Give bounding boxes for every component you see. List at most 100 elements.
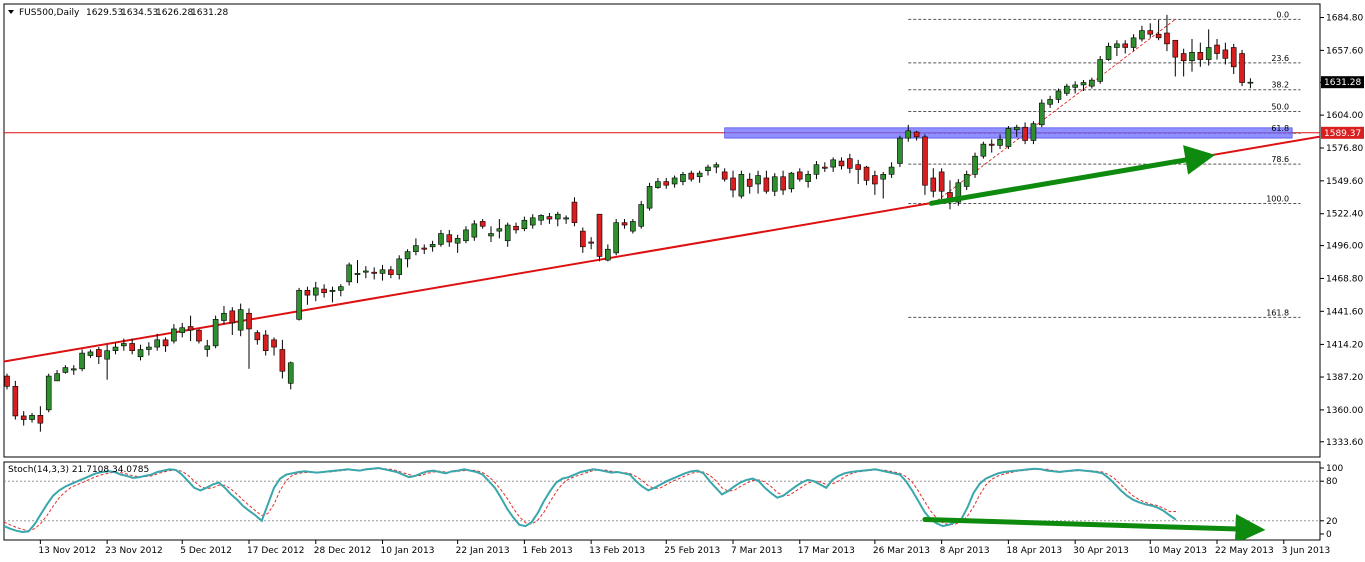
candle-body — [79, 352, 85, 370]
price-tick-label: 1496.00 — [1326, 242, 1363, 252]
candle — [1022, 122, 1028, 145]
candle — [613, 219, 619, 256]
candle-body — [1164, 32, 1170, 45]
candle — [471, 220, 478, 241]
candle-body — [354, 273, 361, 275]
candle-body — [329, 289, 336, 292]
candle — [688, 170, 695, 182]
stochastic-tick-label: 20 — [1326, 517, 1338, 527]
time-tick-label: 10 Jan 2013 — [381, 546, 435, 556]
candle-body — [1222, 49, 1229, 59]
candle-body — [1030, 123, 1037, 141]
candle-body — [438, 233, 444, 245]
candle-body — [613, 222, 619, 254]
candle-body — [897, 137, 903, 164]
candle — [1214, 39, 1220, 60]
candle — [913, 130, 920, 141]
candle — [112, 342, 119, 355]
trend-arrow — [928, 145, 1216, 206]
candle — [321, 284, 327, 298]
candle — [980, 141, 987, 159]
candle-body — [1247, 81, 1254, 84]
fib-level-label: 0.0 — [1276, 10, 1289, 19]
candle-body — [504, 224, 511, 242]
candle-body — [1230, 47, 1237, 68]
candle-body — [638, 204, 645, 227]
chevron-down-icon[interactable] — [8, 10, 14, 14]
price-tick-label: 1360.00 — [1326, 406, 1363, 416]
stochastic-arrow — [922, 513, 1266, 540]
candle — [171, 324, 177, 344]
candle — [938, 168, 945, 201]
price-tick-label: 1684.80 — [1326, 14, 1363, 24]
candle — [296, 287, 302, 321]
candle-body — [571, 201, 578, 223]
time-tick-label: 18 Apr 2013 — [1006, 546, 1062, 556]
candle — [1089, 77, 1095, 89]
stochastic-panel — [3, 461, 1321, 541]
fib-level-label: 61.8 — [1271, 124, 1289, 133]
candle-body — [146, 346, 152, 350]
chart-header[interactable]: FUS500,Daily 1629.53 1634.53 1626.28 163… — [8, 8, 228, 18]
candle-body — [1180, 53, 1187, 62]
candle-body — [872, 175, 878, 185]
candle-body — [988, 143, 995, 146]
candle-body — [822, 166, 828, 169]
candle-body — [196, 329, 202, 342]
candle-body — [1064, 85, 1070, 94]
candle — [354, 260, 361, 284]
candle-body — [838, 160, 845, 167]
candle — [20, 411, 27, 426]
candle-body — [888, 166, 895, 175]
candle — [37, 406, 44, 432]
candle-body — [580, 230, 586, 248]
candle-body — [321, 288, 327, 294]
candle-body — [905, 130, 912, 139]
main-plot-layer — [4, 14, 1320, 432]
price-tick-label: 1468.80 — [1326, 274, 1363, 284]
candle — [1013, 124, 1020, 137]
candle-body — [179, 327, 186, 333]
candle — [87, 349, 94, 358]
time-tick-label: 26 Mar 2013 — [873, 546, 930, 556]
time-tick-label: 17 Mar 2013 — [798, 546, 855, 556]
candle — [1230, 43, 1237, 75]
candle-body — [454, 238, 461, 244]
candle-body — [171, 328, 177, 342]
candle-body — [1214, 44, 1220, 54]
fib-level-label: 38.2 — [1271, 81, 1289, 90]
candle-body — [45, 375, 52, 411]
candle-body — [713, 164, 720, 168]
candle — [554, 211, 561, 227]
candle-body — [379, 269, 386, 274]
candle-body — [830, 159, 836, 168]
candle-body — [1055, 90, 1062, 100]
candle — [930, 168, 937, 198]
candle — [763, 170, 770, 194]
candle — [179, 322, 186, 338]
candle-body — [1105, 45, 1112, 60]
candle — [1005, 126, 1012, 149]
candle — [746, 173, 753, 194]
candle — [580, 227, 586, 253]
candle — [721, 168, 728, 182]
candle-body — [404, 251, 411, 260]
candle — [429, 240, 436, 252]
candle — [605, 244, 611, 262]
candle — [838, 157, 845, 170]
candle — [29, 412, 35, 423]
candle-body — [121, 343, 127, 347]
candle-body — [388, 269, 394, 275]
price-tick-label: 1522.40 — [1326, 210, 1363, 220]
level-price-label: 1589.37 — [1324, 129, 1361, 139]
candle-body — [938, 171, 945, 192]
candle — [379, 264, 386, 281]
candle-body — [154, 339, 161, 348]
candle-body — [1147, 30, 1154, 35]
time-tick-label: 3 Jun 2013 — [1282, 546, 1330, 556]
price-tick-label: 1657.60 — [1326, 46, 1363, 56]
candle-body — [12, 386, 19, 417]
candle — [521, 216, 528, 232]
candle-body — [680, 174, 686, 182]
fibonacci-labels: 0.0 23.6 38.2 50.0 61.8 78.6 100.0 161.8 — [1266, 10, 1289, 317]
